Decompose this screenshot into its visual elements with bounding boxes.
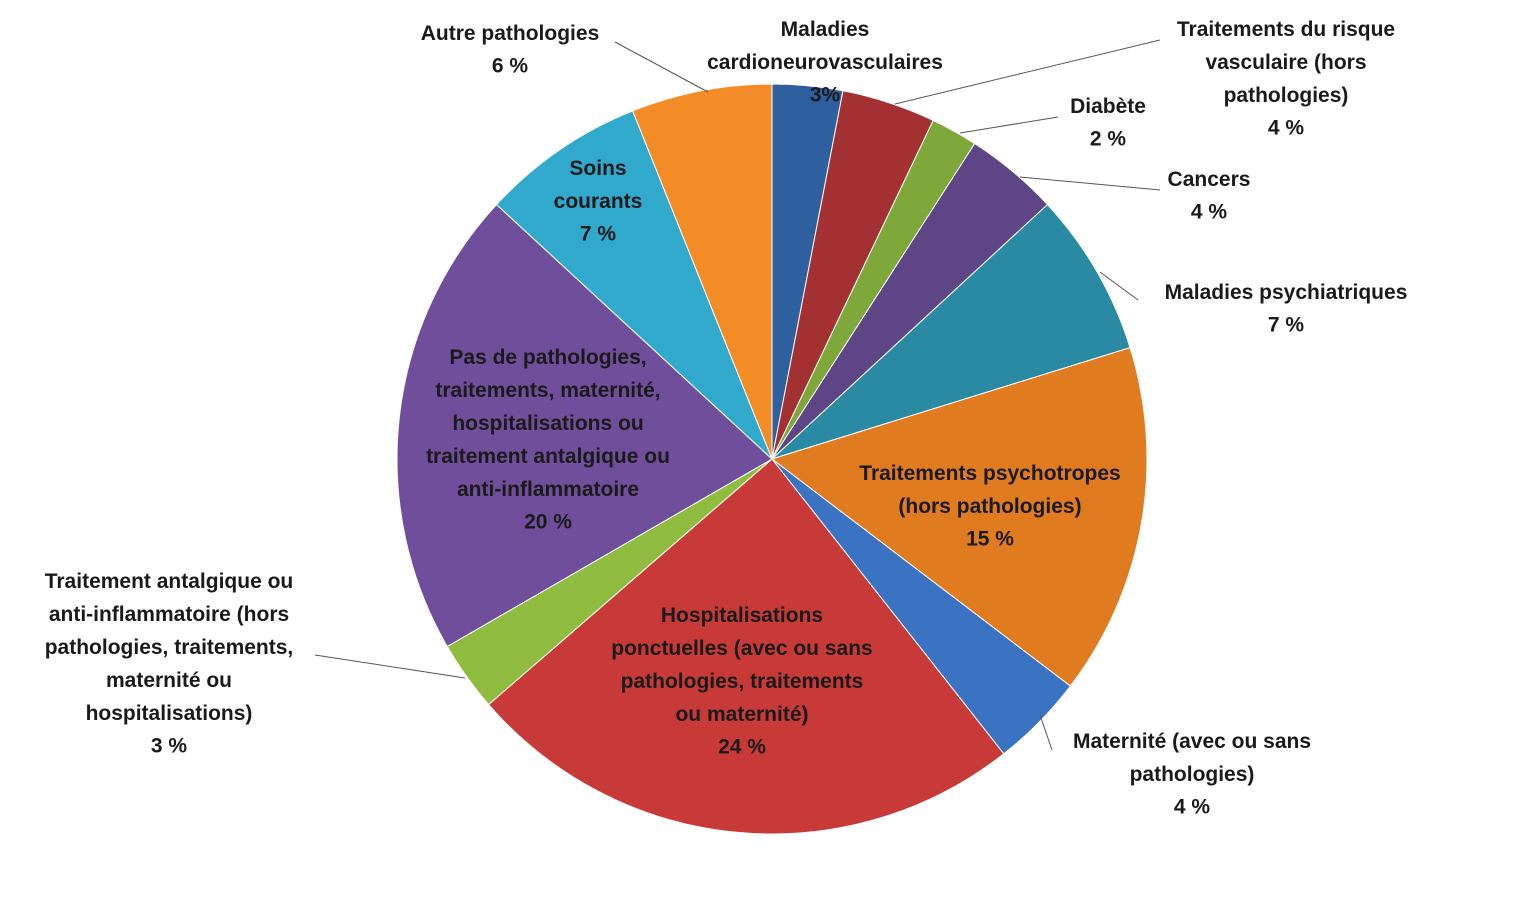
slice-label: Hospitalisations ponctuelles (avec ou san… (611, 604, 872, 726)
slice-label: Diabète (1070, 95, 1146, 118)
slice-label: Maladies psychiatriques (1165, 281, 1408, 304)
slice-label: Cancers (1168, 168, 1251, 191)
slice-label: Maladies cardioneurovasculaires (707, 18, 943, 74)
value-label: 7 % (1268, 314, 1305, 337)
slice-label: Pas de pathologies, traitements, maternit… (426, 346, 670, 501)
pie-slice (495, 110, 773, 460)
value-label: 24 % (718, 736, 766, 759)
leader-line (1099, 271, 1139, 301)
slice-label: Maternité (avec ou sans pathologies) (1073, 730, 1311, 786)
value-label: 2 % (1090, 128, 1127, 151)
slice-label: Soins courants (554, 157, 643, 213)
slice-label: Traitement antalgique ou anti-inflammatoi… (45, 570, 294, 725)
pie-slice (487, 458, 1005, 835)
leader-line (894, 39, 1161, 105)
leader-line (314, 654, 466, 679)
leader-line (1039, 714, 1053, 751)
value-label: 4 % (1191, 201, 1228, 224)
value-label: 6 % (492, 55, 529, 78)
value-label: 4 % (1174, 796, 1211, 819)
pie-slice (770, 347, 1148, 687)
slice-label: Traitements psychotropes (hors pathologie… (859, 462, 1120, 518)
pie-slice (631, 83, 773, 460)
pie-slice (396, 203, 773, 648)
slice-label: Autre pathologies (421, 22, 600, 45)
slice-label: Traitements du risque vasculaire (hors pat… (1177, 18, 1395, 107)
value-label: 4 % (1268, 117, 1305, 140)
value-label: 20 % (524, 511, 572, 534)
value-label: 15 % (966, 528, 1014, 551)
value-label: 3% (810, 84, 841, 107)
pie-slice (771, 203, 1131, 460)
value-label: 7 % (580, 223, 617, 246)
value-label: 3 % (151, 735, 188, 758)
leader-line (614, 41, 709, 93)
leader-line (959, 116, 1059, 134)
leader-line (1019, 176, 1161, 191)
